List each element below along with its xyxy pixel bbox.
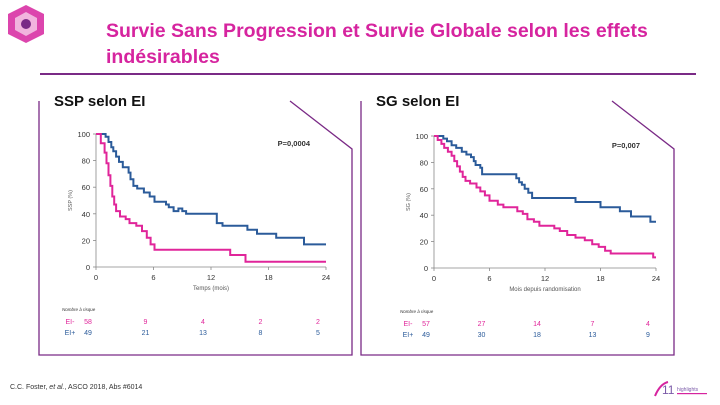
y-tick-label: 40 bbox=[420, 211, 428, 220]
chart-panel-ssp: 0 20 40 60 80 100 0 6 12 18 24 SSP (%) Temps (mois) P… bbox=[36, 93, 354, 357]
risk-row-label: EI+ bbox=[402, 332, 414, 339]
y-tick-label: 80 bbox=[420, 158, 428, 167]
x-tick-label: 12 bbox=[541, 274, 549, 283]
km-curve-eiminus bbox=[96, 133, 326, 263]
risk-value: 8 bbox=[258, 330, 263, 337]
x-axis-label: Temps (mois) bbox=[193, 286, 229, 292]
x-tick-label: 12 bbox=[207, 273, 215, 282]
km-curve-eiplus bbox=[96, 133, 326, 246]
risk-table-caption: Nombre à risque bbox=[62, 307, 96, 312]
y-tick-label: 60 bbox=[82, 183, 90, 192]
y-tick-label: 20 bbox=[82, 236, 90, 245]
risk-value: 2 bbox=[316, 319, 320, 326]
x-axis-label: Mois depuis randomisation bbox=[509, 287, 580, 293]
slide-title-line-2: indésirables bbox=[106, 46, 220, 68]
risk-value: 9 bbox=[143, 319, 148, 326]
y-tick-label: 60 bbox=[420, 185, 428, 194]
y-tick-label: 0 bbox=[86, 263, 90, 272]
chart-title-sg: SG selon EI bbox=[372, 93, 464, 110]
x-tick-label: 18 bbox=[596, 274, 604, 283]
risk-row-label: EI+ bbox=[64, 330, 76, 337]
risk-value: 58 bbox=[84, 319, 92, 326]
risk-row-label: EI- bbox=[403, 321, 413, 328]
risk-value: 9 bbox=[646, 332, 650, 339]
km-curve-eiminus bbox=[434, 135, 656, 259]
panel-frame bbox=[38, 100, 353, 356]
slide-title-line-1: Survie Sans Progression et Survie Global… bbox=[106, 20, 648, 42]
y-tick-label: 100 bbox=[77, 130, 90, 139]
y-tick-label: 80 bbox=[82, 157, 90, 166]
risk-value: 13 bbox=[588, 332, 597, 339]
title-divider bbox=[40, 73, 696, 75]
x-tick-label: 18 bbox=[264, 273, 272, 282]
x-tick-label: 24 bbox=[322, 273, 330, 282]
risk-table-caption: Nombre à risque bbox=[400, 309, 434, 314]
conference-logo-number: 11 bbox=[662, 383, 675, 397]
risk-value: 4 bbox=[201, 319, 205, 326]
risk-value: 2 bbox=[258, 319, 263, 326]
chart-title-ssp: SSP selon EI bbox=[50, 93, 150, 110]
risk-value: 7 bbox=[590, 321, 595, 328]
km-chart-sg: 0 20 40 60 80 100 0 6 12 18 24 SG (%) Mois depuis ra… bbox=[406, 132, 660, 293]
x-tick-label: 6 bbox=[151, 273, 155, 282]
risk-value: 27 bbox=[477, 321, 486, 328]
risk-value: 4 bbox=[646, 321, 650, 328]
panel-frame bbox=[360, 100, 675, 356]
km-curve-eiplus bbox=[434, 135, 656, 223]
x-tick-label: 24 bbox=[652, 274, 660, 283]
x-tick-label: 0 bbox=[94, 273, 98, 282]
y-axis-label: SSP (%) bbox=[68, 190, 74, 211]
y-tick-label: 20 bbox=[420, 238, 428, 247]
risk-value: 49 bbox=[422, 332, 430, 339]
conference-logo: 11 highlights bbox=[654, 381, 707, 397]
p-value-annotation: P=0,0004 bbox=[278, 139, 311, 148]
risk-value: 18 bbox=[533, 332, 541, 339]
risk-value: 30 bbox=[477, 332, 486, 339]
km-chart-ssp: 0 20 40 60 80 100 0 6 12 18 24 SSP (%) Temps (mois) P… bbox=[68, 130, 330, 292]
chart-panel-sg: 0 20 40 60 80 100 0 6 12 18 24 SG (%) Mois depuis ra… bbox=[358, 93, 676, 357]
x-tick-label: 6 bbox=[487, 274, 491, 283]
y-axis-label: SG (%) bbox=[406, 193, 412, 211]
x-tick-label: 0 bbox=[432, 274, 436, 283]
organisation-logo bbox=[8, 5, 44, 43]
risk-value: 57 bbox=[422, 321, 430, 328]
y-tick-label: 100 bbox=[415, 132, 428, 141]
citation-authors: C.C. Foster, bbox=[10, 384, 48, 391]
citation-etal: et al. bbox=[49, 384, 65, 391]
y-tick-label: 0 bbox=[424, 264, 428, 273]
risk-value: 49 bbox=[84, 330, 92, 337]
risk-value: 14 bbox=[533, 321, 541, 328]
risk-value: 21 bbox=[141, 330, 150, 337]
citation-footnote: C.C. Foster, et al., ASCO 2018, Abs #601… bbox=[10, 384, 142, 391]
y-tick-label: 40 bbox=[82, 210, 90, 219]
p-value-annotation: P=0,007 bbox=[612, 141, 640, 150]
conference-logo-text: highlights bbox=[677, 387, 699, 393]
risk-row-label: EI- bbox=[65, 319, 75, 326]
slide-title: Survie Sans Progression et Survie Global… bbox=[106, 18, 696, 70]
risk-value: 5 bbox=[316, 330, 320, 337]
risk-value: 13 bbox=[199, 330, 207, 337]
citation-reference: , ASCO 2018, Abs #6014 bbox=[64, 384, 143, 391]
